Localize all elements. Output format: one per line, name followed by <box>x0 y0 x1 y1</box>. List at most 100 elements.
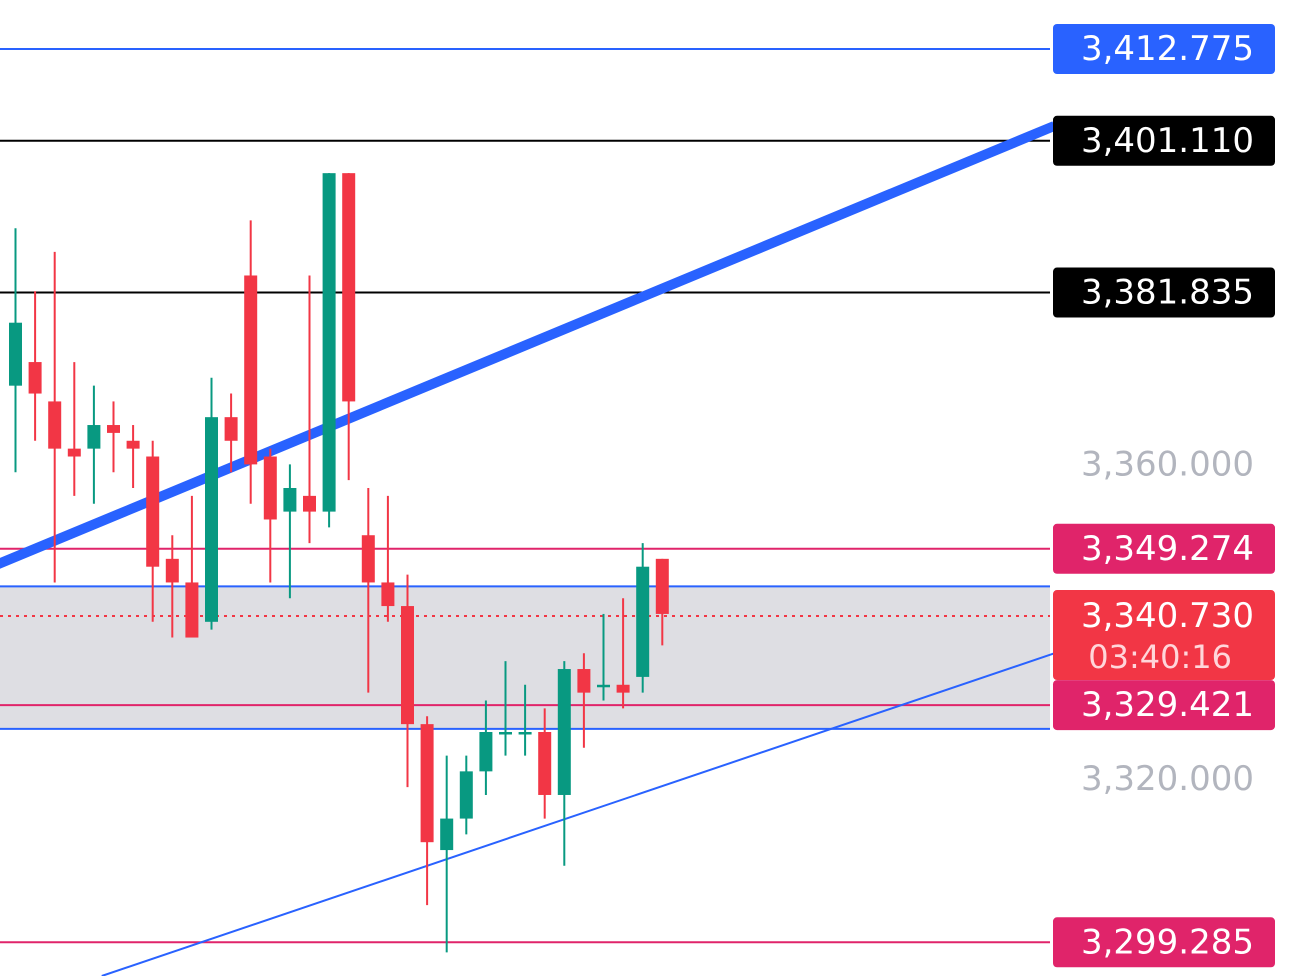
price-axis: 3,360.000 3,320.000 <box>1081 444 1254 799</box>
candle-body <box>87 425 101 449</box>
price-label-text: 3,401.110 <box>1081 121 1254 161</box>
price-label-text: 3,349.274 <box>1081 529 1254 569</box>
candle <box>597 613 610 701</box>
candle <box>655 558 669 646</box>
candle-body <box>9 322 22 386</box>
candle <box>577 653 591 748</box>
candle <box>361 488 375 693</box>
price-label-text: 3,329.421 <box>1081 685 1254 725</box>
candle <box>479 700 493 795</box>
candle-body <box>636 566 650 677</box>
candle <box>146 440 160 622</box>
candle <box>87 385 101 504</box>
candle <box>9 228 22 473</box>
candle-body <box>381 582 395 607</box>
candle <box>283 464 297 599</box>
candle <box>381 495 395 622</box>
candle-body <box>518 732 532 735</box>
candle-body <box>126 440 140 449</box>
candle-body <box>303 495 316 512</box>
candle-body <box>342 173 356 402</box>
price-label-box <box>1053 267 1275 318</box>
candle-body <box>479 732 493 772</box>
candle-body <box>263 456 277 520</box>
candle-body <box>616 684 630 693</box>
candle-body <box>48 401 62 449</box>
candle <box>440 755 454 953</box>
candle <box>67 362 81 496</box>
candle <box>538 708 552 819</box>
candle <box>636 543 650 693</box>
candle-body <box>440 818 454 851</box>
candle <box>48 251 62 583</box>
price-label-text: 3,412.775 <box>1081 29 1254 69</box>
price-label-box <box>1053 115 1275 166</box>
price-label-box <box>1053 680 1275 731</box>
candle-body <box>322 173 336 512</box>
candle <box>28 291 42 441</box>
countdown-text: 03:40:16 <box>1088 638 1232 676</box>
candle <box>224 393 238 473</box>
candle <box>342 173 356 481</box>
candle-body <box>538 732 552 795</box>
candle-body <box>67 448 81 457</box>
candle <box>303 275 316 544</box>
price-label-box <box>1053 23 1275 74</box>
level-3412-label[interactable]: 3,412.775 <box>1053 23 1275 74</box>
lower-trendline[interactable] <box>101 652 1055 976</box>
price-label-box <box>1053 917 1275 968</box>
candle <box>205 377 218 630</box>
candle <box>126 425 140 488</box>
candle-body <box>224 417 238 441</box>
candle <box>518 684 532 756</box>
price-label-text: 3,381.835 <box>1081 273 1254 313</box>
candle-body <box>655 558 669 614</box>
candle-body <box>361 535 375 583</box>
candle-body <box>205 417 218 622</box>
candle <box>263 448 277 583</box>
candle <box>185 495 199 638</box>
candle-body <box>499 732 512 735</box>
candle-layer <box>9 173 669 953</box>
candle-body <box>283 488 297 512</box>
candle-body <box>107 425 120 433</box>
candle <box>420 716 434 906</box>
price-labels: 3,412.775 3,401.110 3,381.835 3,349.274 3,32… <box>1053 23 1275 968</box>
candle-body <box>557 669 571 795</box>
upper-trendline[interactable] <box>0 121 1057 569</box>
candle-body <box>420 724 434 843</box>
candle <box>107 401 120 473</box>
level-3299-label[interactable]: 3,299.285 <box>1053 917 1275 968</box>
candle <box>322 173 336 528</box>
candle <box>616 598 630 709</box>
candle-body <box>146 456 160 567</box>
level-3381-label[interactable]: 3,381.835 <box>1053 267 1275 318</box>
candle-body <box>401 606 414 725</box>
current-price-box <box>1053 590 1275 681</box>
price-tick-label: 3,360.000 <box>1081 444 1254 484</box>
candle-body <box>185 582 199 638</box>
price-label-text: 3,299.285 <box>1081 922 1254 962</box>
candle-body <box>597 684 610 688</box>
level-3329-label[interactable]: 3,329.421 <box>1053 680 1275 731</box>
candle-body <box>165 558 179 583</box>
candle-body <box>459 771 473 819</box>
candle-body <box>244 275 258 465</box>
candle <box>165 535 179 638</box>
current-price-text: 3,340.730 <box>1081 596 1254 636</box>
candle <box>244 220 258 504</box>
candle-body <box>28 362 42 394</box>
candle-body <box>577 669 591 693</box>
level-3349-label[interactable]: 3,349.274 <box>1053 523 1275 574</box>
candle <box>557 661 571 866</box>
level-layer <box>0 47 1050 944</box>
level-3401-label[interactable]: 3,401.110 <box>1053 115 1275 166</box>
price-label-box <box>1053 523 1275 574</box>
candle <box>401 574 414 788</box>
candle <box>499 661 512 756</box>
candle <box>459 755 473 835</box>
trendline-layer <box>0 121 1057 976</box>
